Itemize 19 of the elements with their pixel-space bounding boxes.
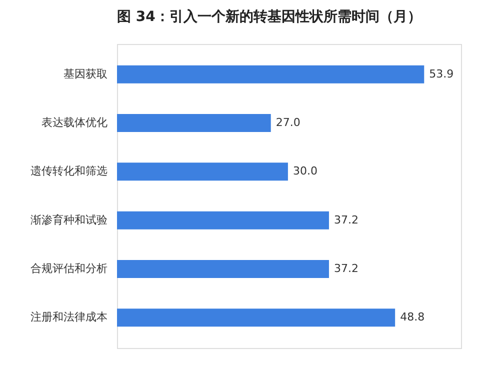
bar xyxy=(117,260,329,278)
chart-title: 图 34：引入一个新的转基因性状所需时间（月） xyxy=(117,8,422,25)
data-label: 48.8 xyxy=(400,310,425,324)
data-label: 37.2 xyxy=(334,262,358,275)
bar xyxy=(117,211,329,230)
y-tick-label: 遗传转化和筛选 xyxy=(30,164,108,178)
y-tick-label: 合规评估和分析 xyxy=(30,262,108,275)
y-tick-label: 注册和法律成本 xyxy=(30,310,108,324)
data-label: 37.2 xyxy=(334,213,358,226)
y-tick-label: 表达载体优化 xyxy=(42,116,108,130)
data-label: 27.0 xyxy=(276,116,300,130)
y-tick-label: 基因获取 xyxy=(64,67,108,80)
data-label: 30.0 xyxy=(292,164,318,178)
bar xyxy=(117,114,271,132)
bar xyxy=(117,65,424,84)
y-tick-label: 渐渗育种和试验 xyxy=(30,213,108,226)
bar xyxy=(117,162,288,181)
bar xyxy=(117,308,396,327)
data-label: 53.9 xyxy=(429,67,454,80)
